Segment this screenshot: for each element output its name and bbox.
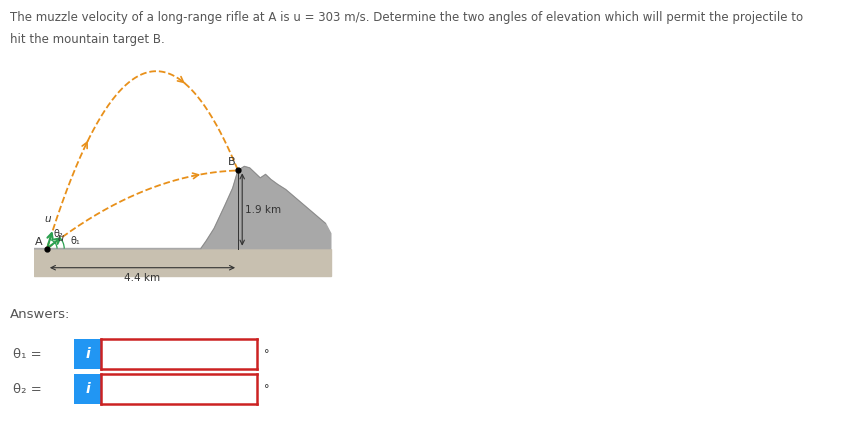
Text: θ₁ =: θ₁ = [13, 348, 41, 361]
Text: θ₂ =: θ₂ = [13, 383, 41, 396]
Text: °: ° [264, 385, 270, 394]
Polygon shape [34, 166, 330, 249]
Text: The muzzle velocity of a long-range rifle at A is u = 303 m/s. Determine the two: The muzzle velocity of a long-range rifl… [10, 11, 803, 24]
Text: u: u [45, 214, 51, 224]
Text: θ₁: θ₁ [71, 235, 81, 246]
Text: u: u [57, 233, 63, 242]
Text: hit the mountain target B.: hit the mountain target B. [10, 33, 165, 46]
Polygon shape [34, 249, 330, 276]
Text: A: A [35, 237, 43, 247]
Text: B: B [228, 157, 235, 167]
Text: i: i [85, 347, 90, 361]
Text: Answers:: Answers: [10, 308, 71, 321]
Text: °: ° [264, 349, 270, 359]
Text: 4.4 km: 4.4 km [125, 273, 160, 283]
Text: i: i [85, 382, 90, 396]
Text: θ₂: θ₂ [53, 228, 63, 238]
Text: 1.9 km: 1.9 km [245, 205, 282, 215]
